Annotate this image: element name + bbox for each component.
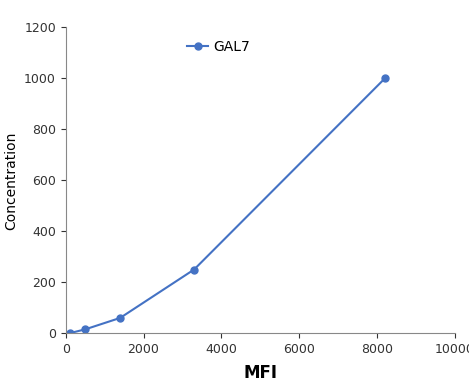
Legend: GAL7: GAL7 xyxy=(182,34,256,60)
GAL7 xyxy=(82,327,88,332)
GAL7 xyxy=(191,267,197,272)
Y-axis label: Concentration: Concentration xyxy=(5,131,18,229)
Line: GAL7: GAL7 xyxy=(66,75,388,337)
GAL7 xyxy=(117,316,123,320)
GAL7 xyxy=(382,76,388,81)
X-axis label: MFI: MFI xyxy=(243,364,277,382)
GAL7 xyxy=(67,331,72,336)
